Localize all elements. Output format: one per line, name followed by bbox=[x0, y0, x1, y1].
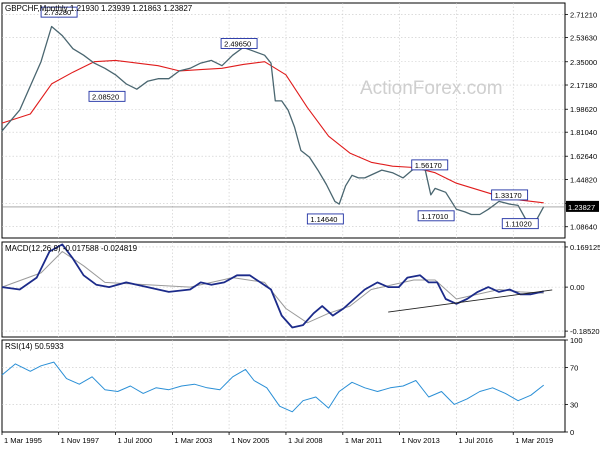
macd-series bbox=[1, 243, 544, 329]
annotation-box bbox=[411, 159, 449, 171]
y-tick-label: 0 bbox=[570, 428, 574, 437]
annotation-box bbox=[417, 210, 455, 222]
x-tick-label: 1 Mar 1995 bbox=[4, 436, 42, 445]
rsi-panel-frame bbox=[1, 339, 566, 433]
x-tick-label: 1 Nov 1997 bbox=[61, 436, 99, 445]
annotation-label: 1.56170 bbox=[415, 161, 442, 170]
y-tick-label: 0.169125 bbox=[570, 243, 600, 252]
annotation-label: 2.08520 bbox=[92, 92, 119, 101]
rsi-y-axis: 100 70 30 0 bbox=[565, 336, 583, 437]
price-y-axis: 2.71210 2.53630 2.35000 2.17180 1.98620 1.810… bbox=[2, 10, 599, 232]
trendline bbox=[388, 289, 553, 313]
x-tick-label: 1 Nov 2013 bbox=[401, 436, 439, 445]
rsi-series bbox=[1, 361, 545, 413]
annotation-label: 1.33170 bbox=[495, 191, 522, 200]
x-tick-label: 1 Mar 2011 bbox=[345, 436, 382, 445]
current-price-label: 1.23827 bbox=[568, 203, 595, 212]
y-tick-label: 0.00 bbox=[570, 283, 585, 292]
annotation-box bbox=[40, 6, 78, 18]
rsi-line bbox=[1, 361, 545, 413]
y-tick-label: 1.62640 bbox=[570, 152, 597, 161]
macd-panel-frame bbox=[1, 241, 566, 338]
macd-title: MACD(12,26,9) -0.017588 -0.024819 bbox=[5, 244, 138, 253]
price-series bbox=[1, 25, 545, 223]
macd-panel: 0.169125 0.00 -0.185209 MACD(12,26,9) -0.0… bbox=[1, 241, 600, 338]
y-tick-label: 30 bbox=[570, 400, 578, 409]
x-tick-label: 1 Jul 2008 bbox=[288, 436, 323, 445]
price-moving-average bbox=[1, 59, 544, 204]
x-tick-label: 1 Nov 2005 bbox=[231, 436, 269, 445]
macd-line bbox=[1, 243, 544, 329]
price-title: GBPCHF,Monthly 1.21930 1.23939 1.21863 1… bbox=[5, 4, 193, 13]
rsi-panel: 100 70 30 0 RSI(14) 50.5933 bbox=[1, 336, 583, 437]
current-price-box bbox=[566, 200, 599, 212]
x-tick-label: 1 Mar 2019 bbox=[515, 436, 553, 445]
signal-line bbox=[1, 251, 544, 324]
y-tick-label: 100 bbox=[570, 336, 583, 345]
y-tick-label: 2.17180 bbox=[570, 81, 597, 90]
macd-y-axis: 0.169125 0.00 -0.185209 bbox=[565, 243, 600, 336]
y-tick-label: 2.71210 bbox=[570, 10, 597, 19]
macd-trendline bbox=[388, 289, 553, 313]
price-panel-frame bbox=[1, 2, 566, 239]
annotation-label: 1.11020 bbox=[505, 220, 532, 229]
annotation-box bbox=[220, 38, 258, 49]
rsi-grid bbox=[2, 340, 565, 432]
x-tick-label: 1 Mar 2003 bbox=[174, 436, 212, 445]
y-tick-label: 70 bbox=[570, 364, 578, 373]
annotation-box bbox=[491, 189, 529, 201]
moving-average-line bbox=[1, 59, 544, 204]
rsi-title: RSI(14) 50.5933 bbox=[5, 342, 64, 351]
y-tick-label: 2.35000 bbox=[570, 58, 597, 67]
annotation-box bbox=[306, 213, 344, 225]
y-tick-label: -0.185209 bbox=[570, 327, 600, 336]
y-tick-label: 1.44820 bbox=[570, 175, 597, 184]
price-annotations: 2.73280 2.49650 2.08520 1.14640 1.56170 1.170… bbox=[40, 6, 539, 230]
price-line bbox=[1, 25, 545, 223]
y-tick-label: 1.08640 bbox=[570, 223, 597, 232]
annotation-label: 2.49650 bbox=[224, 39, 251, 48]
annotation-label: 2.73280 bbox=[44, 8, 71, 17]
macd-signal-series bbox=[1, 251, 544, 324]
price-grid bbox=[2, 3, 565, 238]
watermark: ActionForex.com bbox=[360, 78, 503, 99]
price-panel: ActionForex.com 2.73280 2.49650 2.08520 1.1… bbox=[1, 2, 599, 239]
x-tick-label: 1 Jul 2016 bbox=[458, 436, 493, 445]
annotation-box bbox=[501, 218, 539, 230]
y-tick-label: 1.81040 bbox=[570, 128, 597, 137]
x-tick-label: 1 Jul 2000 bbox=[118, 436, 153, 445]
annotation-label: 1.17010 bbox=[421, 212, 448, 221]
y-tick-label: 2.53630 bbox=[570, 33, 597, 42]
x-axis: 1 Mar 1995 1 Nov 1997 1 Jul 2000 1 Mar 2003… bbox=[1, 432, 553, 445]
macd-grid bbox=[2, 242, 565, 337]
annotation-box bbox=[88, 90, 126, 102]
y-tick-label: 1.98620 bbox=[570, 105, 597, 114]
annotation-label: 1.14640 bbox=[310, 215, 337, 224]
